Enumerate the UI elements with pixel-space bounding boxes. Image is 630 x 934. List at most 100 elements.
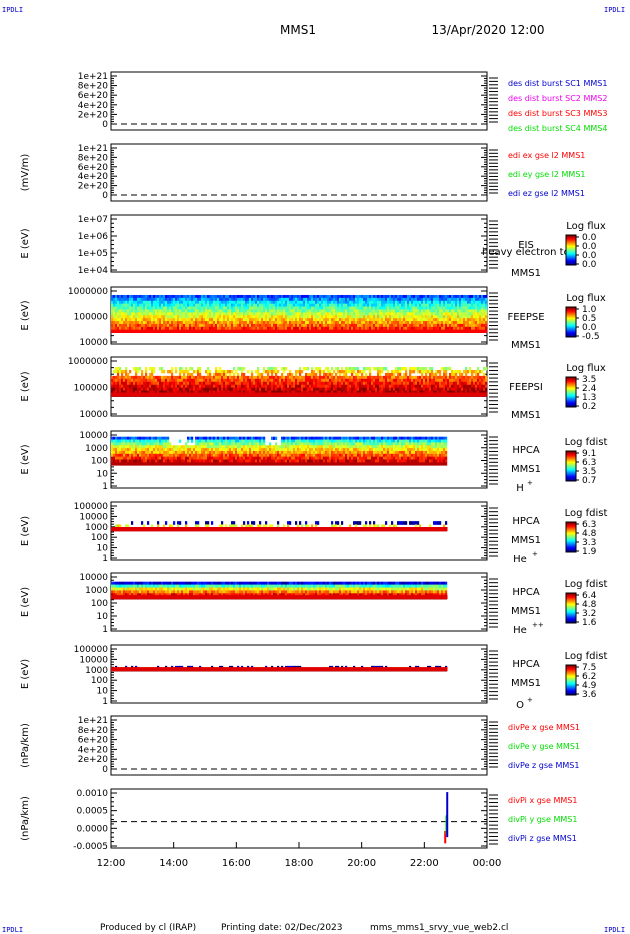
spectrogram-cell <box>291 318 294 322</box>
spectrogram-cell <box>131 297 134 302</box>
spectrogram-cell <box>361 372 364 377</box>
spectrogram-cell <box>263 369 266 374</box>
colorbar-tick-label: 0.5 <box>582 314 596 324</box>
spectrogram-cell <box>253 309 256 313</box>
spectrogram-cell <box>181 387 184 392</box>
spectrogram-cell <box>403 381 406 386</box>
spectrogram-cell <box>377 300 380 305</box>
spectrogram-cell <box>401 329 404 333</box>
spectrogram-cell <box>427 321 430 325</box>
spectrogram-cell <box>237 315 240 319</box>
spectrogram-cell <box>357 315 360 319</box>
spectrogram-cell <box>341 367 344 371</box>
spectrogram-cell <box>229 303 232 307</box>
spectrogram-cell <box>179 378 182 383</box>
spectrogram-cell <box>239 318 242 322</box>
spectrogram-cell <box>307 312 310 316</box>
spectrogram-cell <box>123 303 126 307</box>
spectrogram-cell <box>375 300 378 305</box>
spectrogram-cell <box>139 375 142 380</box>
spectrogram-cell <box>281 306 284 310</box>
spectrogram-cell <box>197 315 200 319</box>
spectrogram-cell <box>389 323 392 328</box>
spectrogram-cell <box>377 309 380 313</box>
spectrogram-cell <box>171 456 174 460</box>
spectrogram-cell <box>475 381 478 386</box>
spectrogram-cell <box>399 297 402 302</box>
y-tick-label: 100000 <box>74 313 109 323</box>
spectrogram-cell <box>135 456 138 460</box>
spectrogram-cell <box>393 323 396 328</box>
spectrogram-cell <box>189 381 192 386</box>
spectrogram-cell <box>381 378 384 383</box>
spectrogram-cell <box>409 309 412 313</box>
spectrogram-cell <box>323 378 326 383</box>
spectrogram-cell <box>337 312 340 316</box>
spectrogram-cell <box>309 384 312 389</box>
spectrogram-cell <box>231 294 234 299</box>
spectrogram-cell <box>283 381 286 386</box>
spectrogram-cell <box>191 378 194 383</box>
spectrogram-cell <box>349 387 352 392</box>
spectrogram-cell <box>335 321 338 325</box>
spectrogram-cell <box>385 375 388 380</box>
spectrogram-cell <box>213 326 216 331</box>
spectrogram-cell <box>329 309 332 313</box>
spectrogram-cell <box>315 312 318 316</box>
spectrogram-cell <box>205 312 208 316</box>
spectrogram-cell <box>271 300 274 305</box>
spectrogram-cell <box>181 453 184 458</box>
spectrogram-cell <box>257 378 260 383</box>
spectrogram-cell <box>197 378 200 383</box>
spectrogram-cell <box>223 375 226 380</box>
spectrogram-cell <box>329 329 332 333</box>
spectrogram-cell <box>423 309 426 313</box>
spectrogram-cell <box>181 297 184 302</box>
spectrogram-cell <box>417 329 420 333</box>
spectrogram-cell <box>255 323 258 328</box>
spectrogram-cell <box>173 318 176 322</box>
spectrogram-cell <box>143 303 146 307</box>
spectrogram-cell <box>133 329 136 333</box>
spectrogram-cell <box>325 303 328 307</box>
spectrogram-cell <box>175 323 178 328</box>
spectrogram-cell <box>135 297 138 302</box>
spectrogram-cell <box>271 384 274 389</box>
spectrogram-cell <box>129 318 132 322</box>
spectrogram-cell <box>335 329 338 333</box>
spectrogram-cell <box>347 384 350 389</box>
spectrogram-cell <box>139 387 142 392</box>
spectrogram-cell <box>135 372 138 377</box>
spectrogram-cell <box>431 384 434 389</box>
spectrogram-cell <box>269 326 272 331</box>
spectrogram-cell <box>417 381 420 386</box>
spectrogram-cell <box>353 303 356 307</box>
spectrogram-cell <box>179 315 182 319</box>
spectrogram-cell <box>315 300 318 305</box>
spectrogram-cell <box>211 309 214 313</box>
spectrogram-cell <box>287 294 290 299</box>
spectrogram-cell <box>309 375 312 380</box>
spectrogram-cell <box>457 375 460 380</box>
spectrogram-cell <box>135 315 138 319</box>
spectrogram-cell <box>237 297 240 302</box>
spectrogram-cell <box>157 387 160 392</box>
spectrogram-cell <box>195 306 198 310</box>
spectrogram-cell <box>357 375 360 380</box>
spectrogram-cell <box>399 321 402 325</box>
spectrogram-cell <box>175 318 178 322</box>
colorbar-title: Log flux <box>566 221 606 232</box>
spectrogram-cell <box>135 312 138 316</box>
spectrogram-cell <box>185 303 188 307</box>
spectrogram-cell <box>435 300 438 305</box>
spectrogram-cell <box>203 387 206 392</box>
spectrogram-cell <box>147 436 150 440</box>
spectrogram-cell <box>427 306 430 310</box>
spectrogram-cell <box>481 309 484 313</box>
spectrogram-cell <box>223 303 226 307</box>
spectrogram-cell <box>453 294 456 299</box>
spectrogram-cell <box>447 390 450 394</box>
spectrogram-cell <box>299 326 302 331</box>
spectrogram-cell <box>139 436 142 440</box>
spectrogram-cell <box>117 306 120 310</box>
